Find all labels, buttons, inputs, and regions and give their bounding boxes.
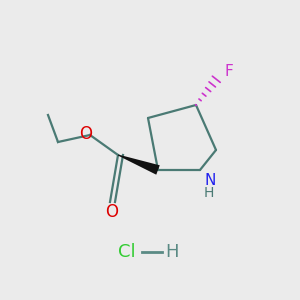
Text: O: O <box>80 125 92 143</box>
Text: H: H <box>204 186 214 200</box>
Text: H: H <box>165 243 178 261</box>
Text: F: F <box>224 64 233 80</box>
Polygon shape <box>118 154 160 175</box>
Text: Cl: Cl <box>118 243 136 261</box>
Text: O: O <box>106 203 118 221</box>
Text: N: N <box>204 173 215 188</box>
